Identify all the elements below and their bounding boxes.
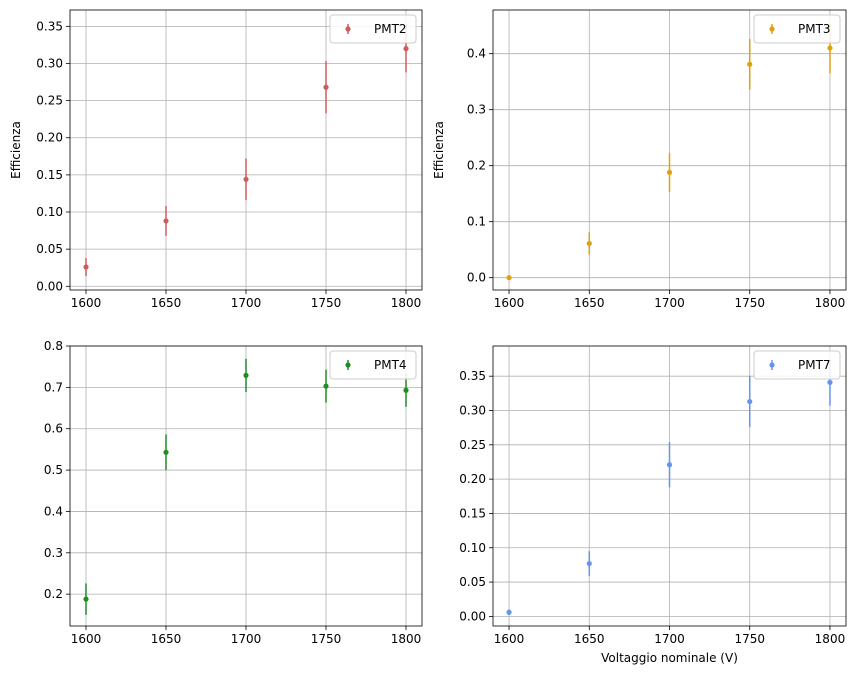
y-tick-label: 0.0	[467, 271, 486, 285]
x-tick-label: 1800	[815, 632, 846, 646]
x-tick-label: 1600	[71, 296, 102, 310]
legend-label: PMT3	[798, 22, 831, 36]
y-tick-label: 0.10	[36, 205, 63, 219]
y-axis-label: Efficienza	[9, 121, 23, 179]
data-point	[403, 387, 409, 393]
legend-box	[329, 14, 417, 44]
y-tick-label: 0.15	[459, 506, 486, 520]
x-tick-label: 1700	[231, 632, 262, 646]
y-tick-label: 0.30	[459, 404, 486, 418]
legend: PMT2	[329, 14, 417, 44]
y-tick-label: 0.35	[459, 369, 486, 383]
y-tick-label: 0.4	[44, 504, 63, 518]
legend: PMT7	[753, 350, 841, 380]
y-tick-label: 0.10	[459, 541, 486, 555]
data-point	[243, 176, 249, 182]
legend-point-marker	[769, 362, 775, 368]
y-tick-label: 0.20	[459, 472, 486, 486]
y-tick-label: 0.3	[44, 546, 63, 560]
x-tick-label: 1800	[391, 632, 422, 646]
data-point	[827, 45, 833, 51]
data-point	[506, 609, 512, 615]
subplot-2: 1600 1650 1700 1750 1800 0.0 0.1 0.2 0.3 0.4 Effic…	[432, 9, 847, 310]
x-tick-label: 1650	[151, 296, 182, 310]
data-point	[666, 462, 673, 468]
y-tick-label: 0.2	[44, 587, 63, 601]
legend-point-marker	[345, 362, 351, 368]
axes-frame	[492, 9, 847, 291]
y-tick-label: 0.05	[459, 575, 486, 589]
y-tick-label: 0.4	[467, 47, 486, 61]
subplot-3: 1600 1650 1700 1750 1800 0.2 0.3 0.4 0.5 0.6 0.7 0.…	[44, 339, 423, 646]
y-tick-label: 0.15	[36, 168, 63, 182]
x-tick-label: 1700	[654, 296, 685, 310]
x-tick-label: 1600	[71, 632, 102, 646]
data-point	[83, 596, 89, 602]
x-tick-label: 1800	[391, 296, 422, 310]
data-point	[506, 275, 512, 281]
data-point	[747, 61, 753, 67]
legend: PMT3	[753, 14, 841, 44]
y-tick-label: 0.00	[36, 279, 63, 293]
legend-point-marker	[345, 26, 351, 32]
y-tick-label: 0.2	[467, 159, 486, 173]
data-point	[243, 372, 249, 378]
data-point	[586, 560, 592, 567]
x-tick-label: 1750	[734, 632, 765, 646]
y-tick-label: 0.30	[36, 56, 63, 70]
data-point	[586, 240, 592, 247]
data-point	[403, 46, 409, 52]
data-point	[83, 264, 89, 270]
x-tick-label: 1650	[574, 296, 605, 310]
y-tick-label: 0.35	[36, 19, 63, 33]
y-axis-label: Efficienza	[432, 121, 446, 179]
x-tick-label: 1750	[734, 296, 765, 310]
legend-label: PMT2	[374, 22, 407, 36]
x-tick-label: 1600	[494, 632, 525, 646]
data-point	[827, 379, 833, 385]
y-tick-label: 0.5	[44, 463, 63, 477]
x-tick-label: 1600	[494, 296, 525, 310]
data-point	[666, 169, 673, 175]
y-tick-label: 0.00	[459, 609, 486, 623]
y-tick-label: 0.8	[44, 339, 63, 353]
legend-box	[753, 14, 841, 44]
legend-box	[329, 350, 417, 380]
legend-box	[753, 350, 841, 380]
axes-frame	[69, 9, 423, 291]
y-tick-label: 0.3	[467, 103, 486, 117]
legend-point-marker	[769, 26, 775, 32]
x-tick-label: 1800	[815, 296, 846, 310]
x-tick-label: 1650	[151, 632, 182, 646]
x-tick-label: 1700	[654, 632, 685, 646]
y-tick-label: 0.6	[44, 422, 63, 436]
axes-frame	[69, 345, 423, 627]
subplot-4: 1600 1650 1700 1750 1800 0.00 0.05 0.10 0.15 0.20…	[459, 345, 847, 665]
legend-label: PMT4	[374, 358, 407, 372]
data-point	[323, 84, 329, 90]
data-point	[163, 218, 169, 224]
legend: PMT4	[329, 350, 417, 380]
x-tick-label: 1750	[311, 632, 342, 646]
axes-frame	[492, 345, 847, 627]
data-point	[163, 449, 169, 455]
x-tick-label: 1750	[311, 296, 342, 310]
y-tick-label: 0.25	[36, 94, 63, 108]
data-point	[747, 398, 753, 405]
x-axis-label: Voltaggio nominale (V)	[601, 651, 738, 665]
y-tick-label: 0.20	[36, 131, 63, 145]
data-point	[323, 383, 329, 389]
legend-label: PMT7	[798, 358, 831, 372]
x-tick-label: 1700	[231, 296, 262, 310]
y-tick-label: 0.7	[44, 380, 63, 394]
y-tick-label: 0.05	[36, 242, 63, 256]
y-tick-label: 0.1	[467, 215, 486, 229]
subplot-1: 1600 1650 1700 1750 1800 0.00 0.05 0.10 0.15 0.20…	[9, 9, 423, 310]
x-tick-label: 1650	[574, 632, 605, 646]
y-tick-label: 0.25	[459, 438, 486, 452]
